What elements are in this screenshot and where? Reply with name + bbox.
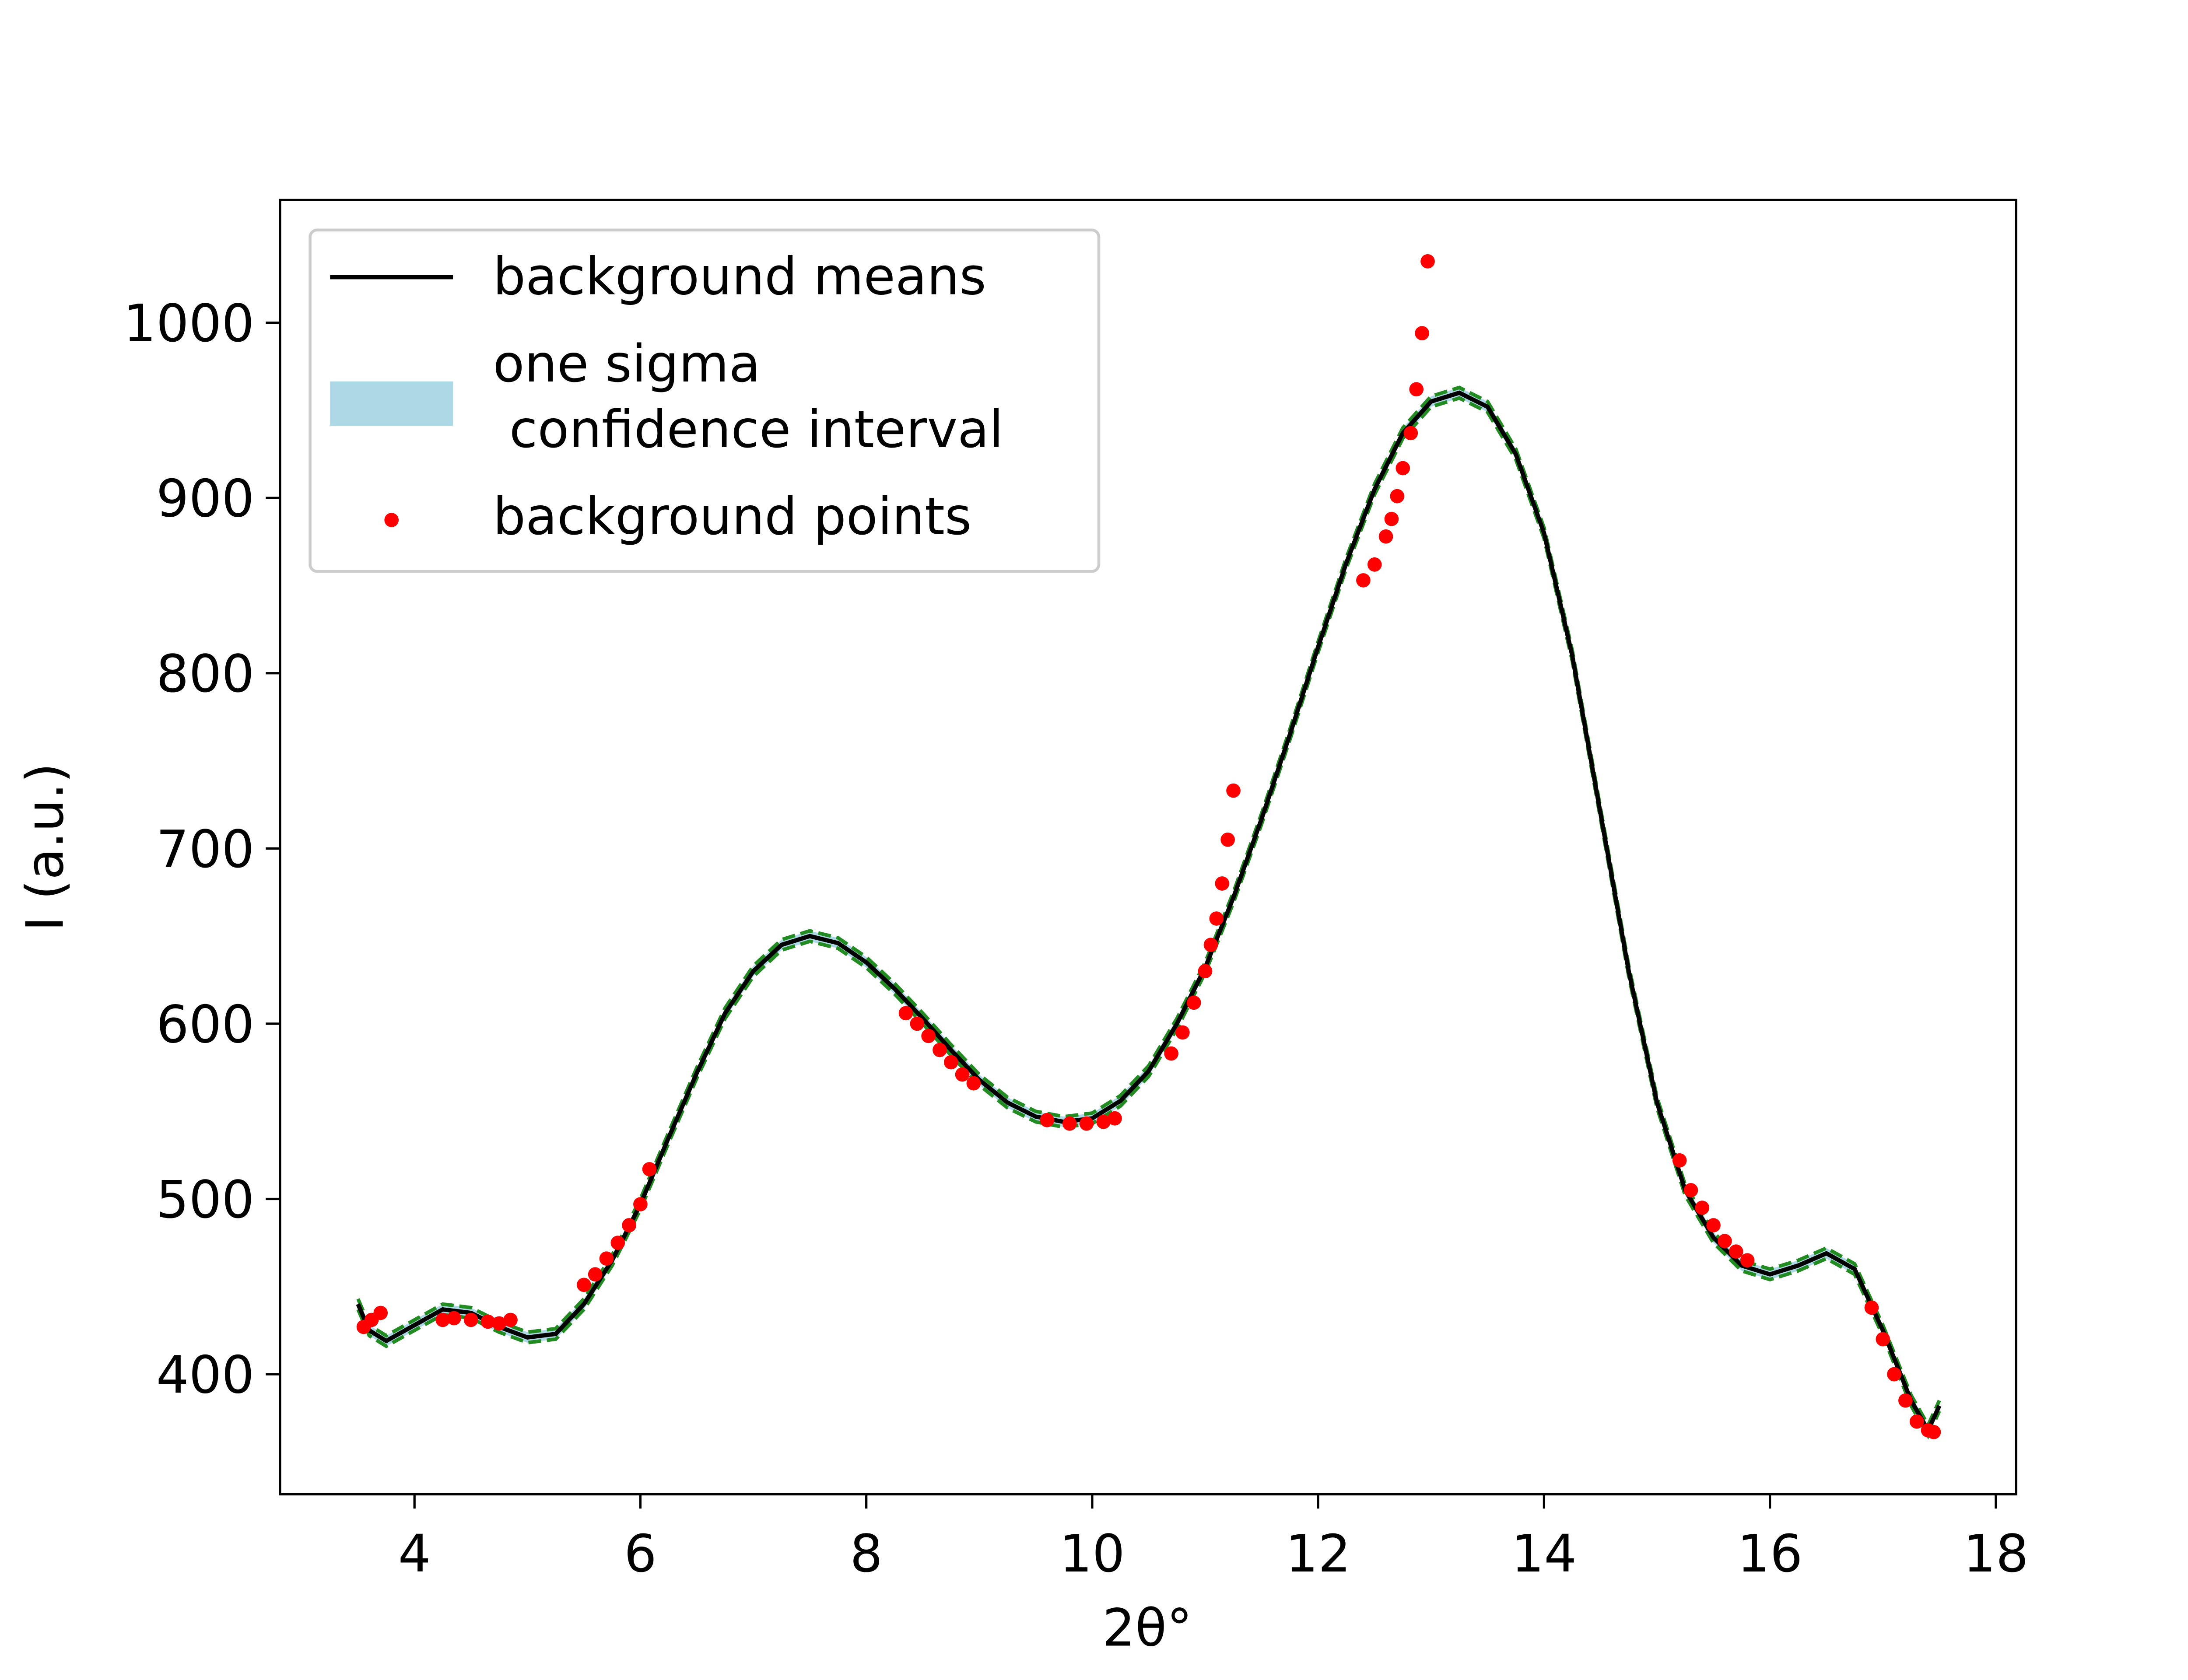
- legend-label: background points: [493, 488, 972, 547]
- background-point: [1384, 511, 1399, 526]
- x-tick-label: 16: [1737, 1524, 1803, 1584]
- background-point: [463, 1312, 478, 1327]
- background-point: [480, 1314, 495, 1329]
- background-point: [1378, 529, 1393, 544]
- background-point: [642, 1162, 657, 1176]
- background-point: [1909, 1414, 1924, 1429]
- background-point: [1203, 938, 1218, 952]
- legend-label: background means: [493, 248, 986, 308]
- background-point: [1672, 1153, 1687, 1168]
- background-point: [1706, 1218, 1721, 1232]
- background-point: [1887, 1367, 1901, 1382]
- background-point: [373, 1306, 388, 1320]
- y-tick-label: 400: [156, 1345, 254, 1405]
- y-tick-label: 500: [156, 1170, 254, 1230]
- x-tick-label: 6: [624, 1524, 657, 1584]
- plot-frame: [279, 199, 2017, 1496]
- legend-label: one sigma confidence interval: [493, 336, 1003, 460]
- x-tick-label: 4: [398, 1524, 431, 1584]
- confidence-edge: [356, 396, 1941, 1440]
- background-point: [898, 1006, 913, 1021]
- background-point: [435, 1312, 450, 1327]
- background-point: [1356, 573, 1371, 588]
- legend-entry-wrap: one sigma confidence interval: [493, 336, 1003, 460]
- background-point: [599, 1251, 614, 1266]
- confidence-edge: [356, 385, 1941, 1429]
- background-point: [1220, 832, 1235, 847]
- background-point: [1396, 461, 1410, 476]
- x-tick-label: 10: [1059, 1524, 1125, 1584]
- background-point: [1175, 1025, 1190, 1040]
- y-tick-label: 600: [156, 994, 254, 1054]
- background-point: [1367, 557, 1382, 572]
- y-tick-label: 900: [156, 469, 254, 529]
- legend-swatch: [330, 381, 453, 426]
- background-point: [943, 1055, 958, 1070]
- x-tick-label: 8: [850, 1524, 883, 1584]
- background-point: [577, 1278, 591, 1292]
- background-point: [1215, 876, 1230, 891]
- background-point: [955, 1067, 970, 1082]
- background-point: [447, 1311, 461, 1326]
- background-point: [492, 1316, 507, 1331]
- x-tick-label: 12: [1285, 1524, 1351, 1584]
- background-point: [933, 1043, 947, 1057]
- legend-entry-wrap: background points: [493, 488, 972, 547]
- background-point: [1876, 1332, 1890, 1347]
- background-point: [633, 1197, 648, 1211]
- mean-line: [356, 390, 1942, 1435]
- background-point: [1040, 1113, 1054, 1127]
- background-point: [1926, 1424, 1941, 1439]
- x-tick-label: 14: [1511, 1524, 1577, 1584]
- background-point: [1186, 995, 1201, 1010]
- background-point: [610, 1236, 625, 1250]
- background-point: [1226, 783, 1241, 798]
- background-point: [588, 1267, 603, 1282]
- background-point: [1062, 1116, 1077, 1131]
- background-point: [1108, 1111, 1122, 1126]
- background-point: [1209, 911, 1224, 926]
- x-axis-label: 2θ°: [1102, 1598, 1192, 1658]
- background-point: [1864, 1300, 1879, 1315]
- background-point: [1718, 1234, 1732, 1248]
- background-point: [966, 1076, 981, 1091]
- background-point: [921, 1029, 936, 1043]
- confidence-band: [358, 387, 1939, 1436]
- background-point: [1740, 1253, 1755, 1268]
- background-point: [1415, 326, 1429, 340]
- legend-swatch: [384, 513, 399, 527]
- background-point: [1403, 426, 1418, 441]
- x-tick-label: 18: [1963, 1524, 2029, 1584]
- y-tick-label: 800: [156, 644, 254, 704]
- y-tick-label: 700: [156, 819, 254, 879]
- background-point: [910, 1016, 925, 1031]
- background-point: [1420, 254, 1435, 269]
- y-axis-label: I (a.u.): [15, 763, 75, 931]
- background-point: [1695, 1200, 1710, 1215]
- background-point: [1164, 1046, 1178, 1061]
- background-point: [1409, 382, 1424, 397]
- background-point: [622, 1218, 636, 1232]
- background-point: [503, 1312, 518, 1327]
- background-point: [1096, 1114, 1111, 1129]
- background-point: [1198, 964, 1213, 979]
- legend-box: [309, 228, 1101, 573]
- background-point: [1079, 1116, 1094, 1131]
- background-point: [1390, 489, 1405, 504]
- background-point: [1729, 1244, 1743, 1259]
- background-point: [1683, 1183, 1698, 1197]
- legend-entry-wrap: background means: [493, 248, 986, 308]
- y-tick-label: 1000: [123, 294, 254, 354]
- background-point: [1898, 1393, 1913, 1408]
